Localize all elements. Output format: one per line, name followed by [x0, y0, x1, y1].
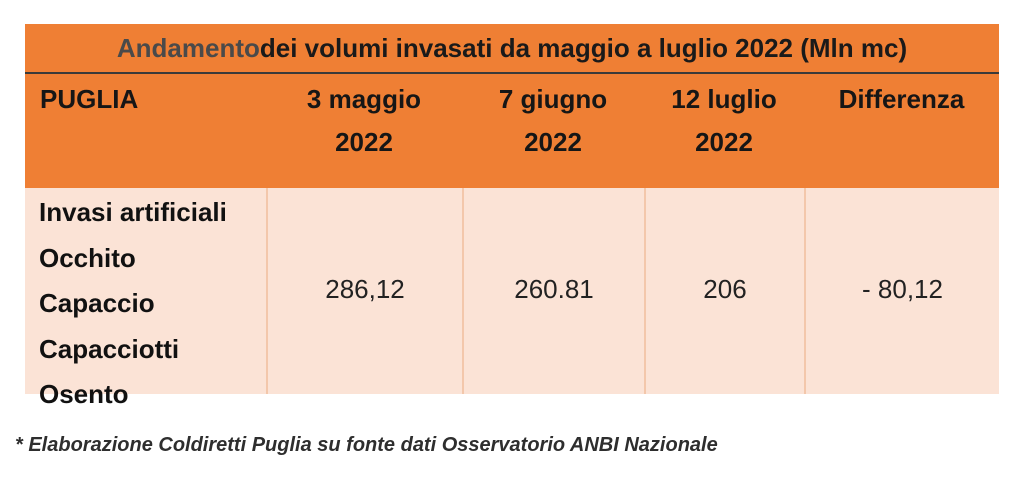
value-july: 206	[703, 273, 747, 304]
header-may-year: 2022	[335, 127, 393, 157]
source-footnote: * Elaborazione Coldiretti Puglia su font…	[15, 434, 718, 456]
value-cell-difference: - 80,12	[804, 188, 999, 394]
value-cell-july: 206	[644, 188, 804, 394]
value-cell-june: 260.81	[462, 188, 644, 394]
header-may-date: 3 maggio	[306, 84, 422, 114]
header-june-date: 7 giugno	[498, 84, 608, 114]
table-header-row: PUGLIA 3 maggio 2022 7 giugno 2022 12 lu…	[25, 74, 999, 188]
value-cell-may: 286,12	[266, 188, 462, 394]
header-region-label: PUGLIA	[40, 84, 139, 114]
header-july-year: 2022	[695, 127, 753, 157]
value-difference: - 80,12	[862, 273, 943, 304]
reservoir-item: Occhito	[39, 242, 136, 273]
title-divider	[25, 72, 999, 74]
header-difference: Differenza	[804, 74, 999, 188]
header-june-year: 2022	[524, 127, 582, 157]
header-july-date: 12 luglio	[671, 84, 777, 114]
reservoir-item: Capaccio	[39, 288, 155, 318]
value-may: 286,12	[325, 273, 405, 304]
reservoir-item: Invasi artificiali	[39, 197, 227, 227]
header-difference-label: Differenza	[838, 84, 965, 114]
table-title: Andamento dei volumi invasati da maggio …	[25, 24, 999, 72]
table-body-row: Invasi artificiali Occhito Capaccio Capa…	[25, 188, 999, 409]
reservoir-list: Invasi artificiali Occhito Capaccio Capa…	[39, 190, 227, 418]
header-june: 7 giugno 2022	[462, 74, 644, 188]
header-region: PUGLIA	[40, 74, 260, 188]
header-july: 12 luglio 2022	[644, 74, 804, 188]
header-may: 3 maggio 2022	[266, 74, 462, 188]
table-title-rest: dei volumi invasati da maggio a luglio 2…	[259, 32, 908, 63]
reservoir-names-cell: Invasi artificiali Occhito Capaccio Capa…	[25, 188, 266, 409]
reservoir-volume-table: Andamento dei volumi invasati da maggio …	[25, 24, 999, 409]
reservoir-item: Osento	[39, 379, 129, 409]
reservoir-item: Capacciotti	[39, 333, 180, 364]
value-june: 260.81	[514, 273, 594, 304]
table-title-accent: Andamento	[116, 32, 260, 63]
